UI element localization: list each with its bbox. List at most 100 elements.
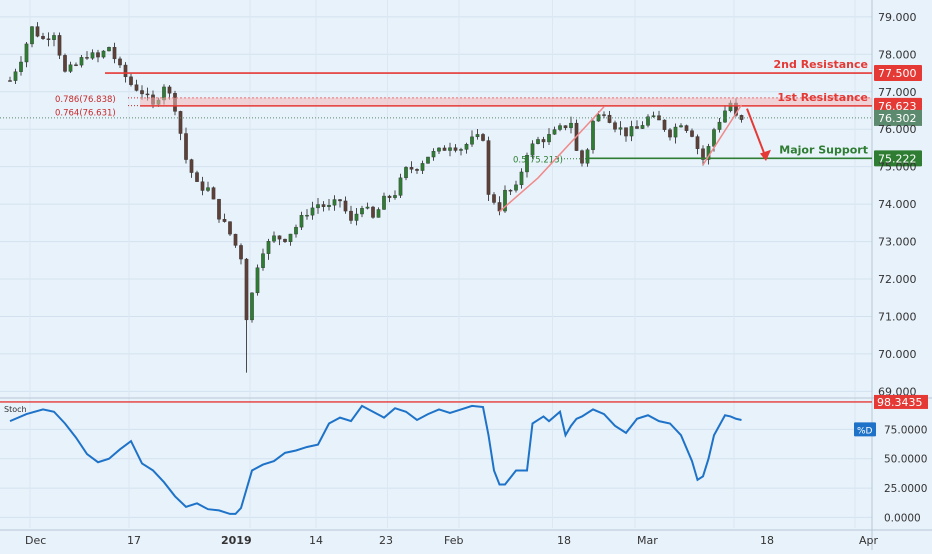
candle-body [123, 64, 128, 78]
candle-body [327, 204, 331, 207]
candle-body [723, 110, 727, 123]
projection-arrowhead-icon [760, 149, 771, 162]
level-price-text-2: 75.222 [878, 152, 917, 165]
candle-body [437, 147, 441, 152]
price-axis-tick-8: 71.000 [878, 310, 917, 323]
x-axis-tick-8: 18 [760, 534, 774, 547]
candle-body [426, 156, 430, 164]
projection-arrow [746, 108, 766, 156]
stoch-series-tag [854, 422, 876, 437]
candle-body [585, 149, 590, 164]
candle-body [701, 148, 705, 160]
candle-body [646, 116, 650, 126]
pattern-leg-up-2 [702, 104, 743, 166]
price-axis-tick-4: 75.000 [878, 161, 917, 174]
candle-body [420, 163, 425, 171]
candle-body [673, 126, 678, 138]
level-label-2: Major Support [779, 143, 868, 156]
candle-body [228, 221, 232, 235]
level-label-1: 1st Resistance [777, 91, 868, 104]
candle-body [558, 125, 562, 130]
candle-body [519, 171, 524, 186]
candle-body [442, 147, 447, 151]
candle-body [354, 213, 359, 221]
candle-body [134, 84, 139, 91]
stoch-title: Stoch [4, 405, 27, 414]
candle-body [371, 206, 375, 218]
candle-body [398, 177, 403, 196]
candle-body [525, 155, 529, 173]
stoch-axis-tick-1: 50.0000 [884, 454, 927, 466]
candle-body [712, 129, 716, 147]
candle-body [195, 172, 199, 182]
x-axis-tick-3: 14 [309, 534, 323, 547]
candle-body [96, 52, 100, 58]
candle-body [547, 134, 551, 143]
candle-body [679, 125, 683, 128]
candle-body [552, 129, 557, 135]
stoch-axis-tick-2: 25.0000 [884, 483, 927, 495]
stoch-level-text: 98.3435 [877, 396, 923, 409]
candle-body [393, 195, 397, 198]
candle-body [255, 267, 260, 294]
candle-body [635, 126, 639, 129]
x-axis-tick-2: 2019 [221, 534, 252, 547]
candle-body [464, 144, 469, 150]
candle-body [167, 86, 172, 94]
candle-body [310, 207, 315, 216]
candle-body [607, 114, 612, 123]
candle-body [580, 150, 584, 164]
x-axis-tick-4: 23 [379, 534, 393, 547]
price-axis-tick-9: 70.000 [878, 348, 917, 361]
candle-body [266, 241, 271, 254]
candle-body [288, 233, 293, 242]
x-axis-tick-6: 18 [557, 534, 571, 547]
candle-body [90, 52, 95, 59]
candle-body [382, 195, 386, 210]
fib-label-0: 0.786(76.838) [55, 95, 116, 105]
candle-body [244, 258, 249, 321]
candle-body [57, 35, 62, 56]
candle-body [118, 58, 122, 66]
candle-body [321, 204, 326, 207]
level-price-text-0: 77.500 [878, 67, 917, 80]
price-axis-tick-2: 77.000 [878, 86, 917, 99]
candle-body [272, 235, 276, 242]
stoch-series-tag-text: %D [857, 426, 873, 436]
current-price-tag [874, 109, 922, 126]
candle-body [343, 200, 348, 212]
current-price-text: 76.302 [878, 112, 917, 125]
candle-body [541, 139, 546, 143]
candle-body [206, 187, 210, 191]
candle-body [35, 26, 40, 37]
candle-body [668, 129, 672, 138]
candle-body [250, 292, 254, 321]
candle-body [145, 93, 150, 96]
level-price-tag-2 [874, 150, 922, 167]
candle-body [530, 143, 535, 156]
stoch-axis-tick-0: 75.0000 [884, 424, 927, 436]
candle-body [233, 233, 238, 246]
x-axis-tick-5: Feb [444, 534, 463, 547]
candle-body [415, 169, 419, 171]
candle-body [684, 125, 689, 131]
candle-body [618, 127, 623, 130]
candle-body [41, 35, 45, 39]
candle-body [602, 114, 606, 116]
candle-body [217, 198, 221, 220]
candle-body [222, 219, 227, 222]
candle-body [481, 134, 485, 141]
price-axis-tick-3: 76.000 [878, 123, 917, 136]
candle-body [640, 125, 645, 129]
candle-body [360, 208, 364, 215]
stoch-series-line [9, 404, 742, 515]
candle-body [79, 57, 84, 66]
candle-body [239, 245, 243, 260]
candle-body [470, 136, 474, 145]
x-axis-tick-1: 17 [127, 534, 141, 547]
candle-body [74, 64, 78, 66]
candle-body [569, 122, 573, 129]
candle-body [503, 189, 507, 212]
